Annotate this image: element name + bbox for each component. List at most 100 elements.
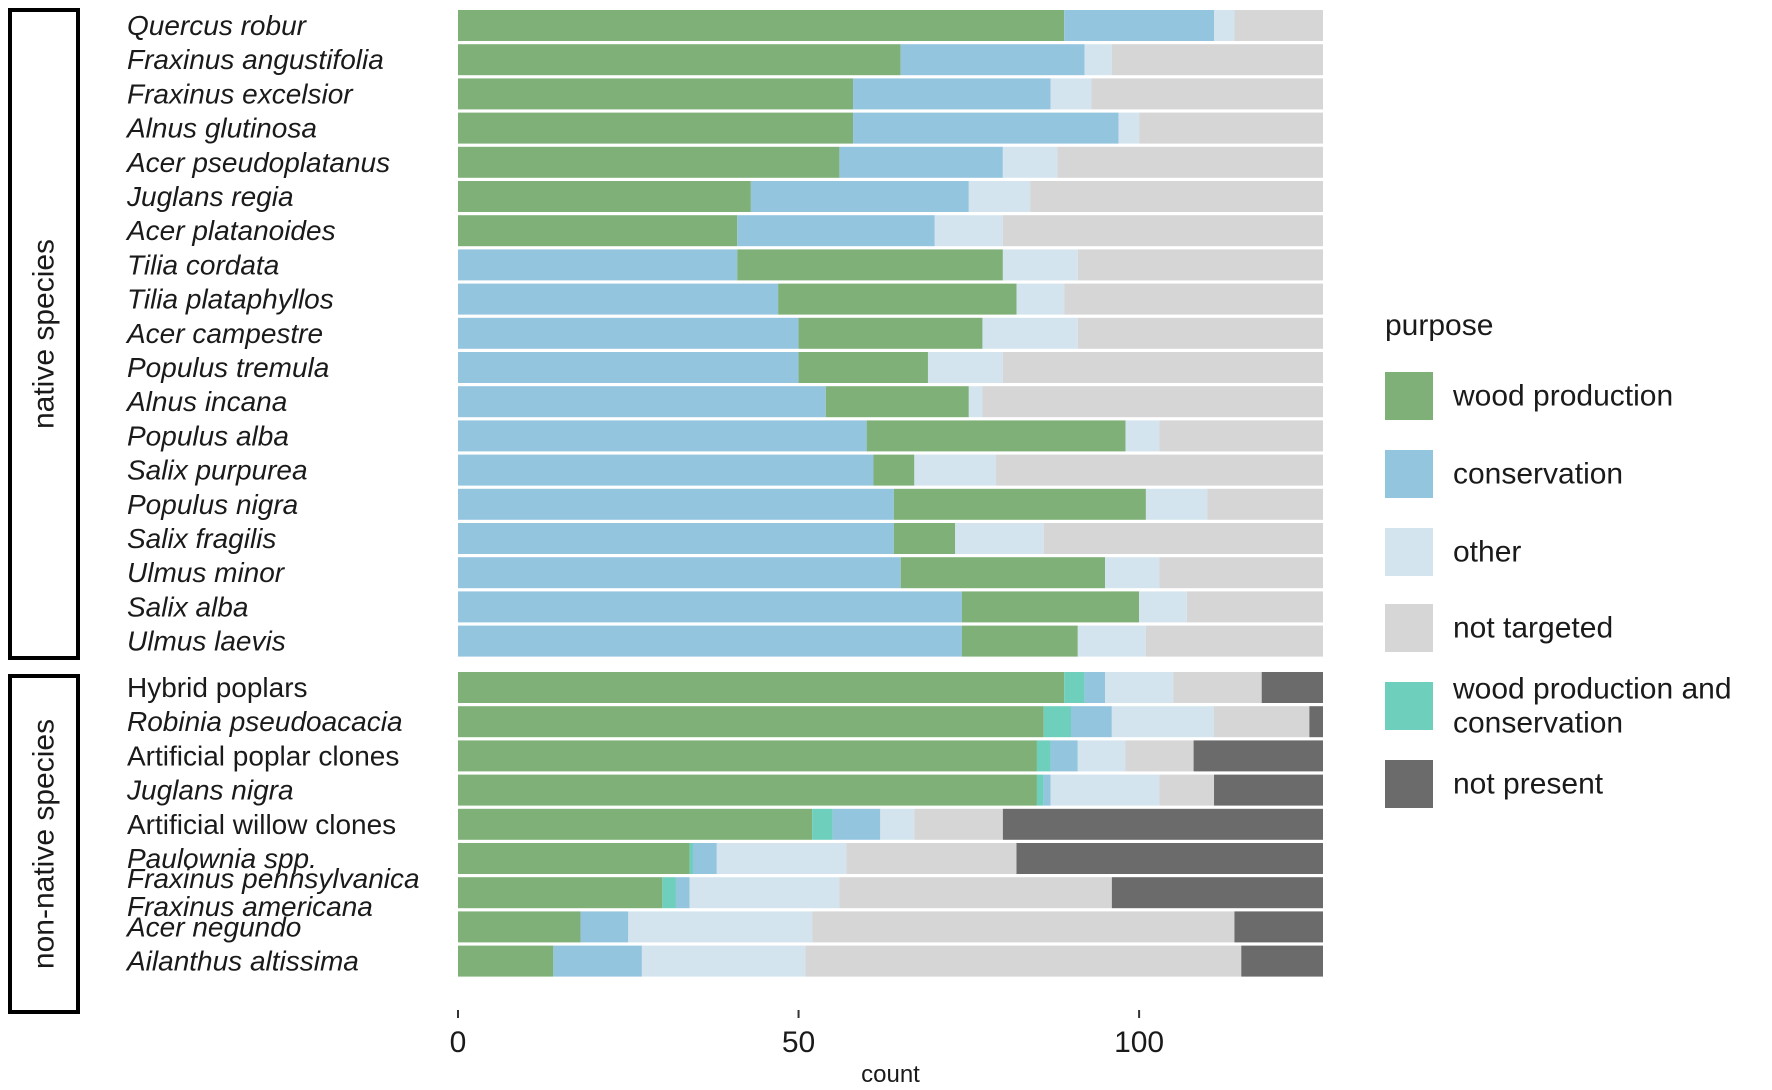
bar-segment-other: [1050, 774, 1160, 806]
bar-segment-cons: [458, 454, 874, 486]
bar-segment-wood: [458, 877, 663, 909]
bar-segment-wood: [458, 945, 554, 977]
bar-segment-other: [1002, 249, 1078, 281]
legend-label-np: not present: [1453, 768, 1604, 801]
bar-segment-cons: [458, 352, 799, 383]
species-label: Fraxinus pennsylvanica: [127, 863, 420, 894]
bar-segment-nt: [1173, 672, 1262, 703]
bar-segment-wpc: [689, 843, 693, 874]
species-label: Paulownia spp.: [127, 843, 317, 874]
bar-segment-cons: [458, 317, 799, 349]
legend-label-other: other: [1453, 536, 1521, 569]
x-axis: 0 50 100 count: [450, 1010, 1164, 1088]
bar-segment-cons: [458, 420, 867, 452]
bar-segment-nt: [1214, 706, 1310, 738]
species-label: Fraxinus angustifolia: [127, 44, 384, 75]
x-tick-label: 50: [782, 1026, 815, 1059]
species-label: Populus alba: [127, 420, 289, 451]
bar-segment-nt: [812, 911, 1235, 943]
bar-segment-other: [1050, 78, 1092, 110]
bar-segment-wood: [866, 420, 1126, 452]
bar-segment-other: [927, 352, 1003, 383]
x-tick-label: 0: [450, 1026, 467, 1059]
bar-segment-wood: [737, 249, 1003, 281]
bar-segment-other: [1077, 740, 1126, 772]
species-label: Robinia pseudoacacia: [127, 706, 403, 737]
bar-segment-nt: [1077, 249, 1323, 281]
bar-segment-other: [914, 454, 997, 486]
bar-segment-other: [641, 945, 806, 977]
bar-segment-nt: [1043, 523, 1323, 554]
bar-segment-np: [1234, 911, 1323, 943]
bar-segment-wood: [458, 706, 1044, 738]
bar-segment-cons: [900, 44, 1085, 76]
bar-segment-wpc: [812, 808, 833, 840]
bar-segment-wpc: [1064, 672, 1085, 703]
bar-segment-cons: [1064, 10, 1215, 41]
legend: purpose wood production conservation other n…: [1385, 309, 1732, 808]
species-label: Salix purpurea: [127, 455, 308, 486]
species-label: Alnus incana: [125, 386, 287, 417]
bar-segment-other: [1111, 706, 1215, 738]
bar-segment-wood: [778, 283, 1017, 315]
bar-segment-cons: [458, 283, 779, 315]
bar-segment-other: [1105, 557, 1160, 589]
legend-swatch-wood: [1385, 372, 1433, 420]
bar-segment-nt: [1002, 352, 1323, 383]
bar-segment-cons: [458, 523, 894, 554]
bar-segment-cons: [458, 557, 901, 589]
bar-segment-cons: [1043, 774, 1051, 806]
bar-segment-cons: [458, 591, 963, 623]
bar-segment-nt: [805, 945, 1242, 977]
species-label: Quercus robur: [127, 10, 308, 41]
bar-segment-other: [1118, 112, 1140, 144]
bar-segment-other: [955, 523, 1044, 554]
bar-segment-cons: [750, 181, 969, 212]
species-label: Artificial willow clones: [127, 809, 396, 840]
bar-segment-wood: [458, 215, 738, 247]
bar-segment-wood: [873, 454, 915, 486]
legend-swatch-np: [1385, 760, 1433, 808]
bar-segment-other: [880, 808, 915, 840]
bar-segment-other: [1105, 672, 1174, 703]
bar-segment-nt: [1111, 44, 1323, 76]
species-label: Ulmus minor: [127, 557, 286, 588]
legend-title: purpose: [1385, 309, 1493, 342]
species-label: Fraxinus excelsior: [127, 78, 354, 109]
bar-segment-nt: [1145, 625, 1323, 657]
legend-label-wpc: wood production and: [1452, 673, 1732, 706]
bar-segment-wood: [458, 672, 1065, 703]
bar-segment-wood: [458, 112, 854, 144]
bar-segment-wood: [825, 386, 969, 418]
bar-segment-other: [934, 215, 1003, 247]
bar-segment-cons: [839, 146, 1003, 178]
species-label: Populus tremula: [127, 352, 329, 383]
bar-segment-other: [1077, 625, 1146, 657]
bar-segment-nt: [1234, 10, 1323, 41]
bar-segment-np: [1016, 843, 1323, 874]
bar-segment-other: [1125, 420, 1160, 452]
legend-label-wood: wood production: [1452, 380, 1673, 413]
bar-segment-cons: [458, 625, 963, 657]
bar-segment-wood: [798, 352, 928, 383]
species-label: Alnus glutinosa: [125, 113, 317, 144]
bars-layer: [458, 10, 1323, 977]
bar-segment-nt: [1057, 146, 1323, 178]
bar-segment-cons: [692, 843, 717, 874]
x-axis-title: count: [861, 1061, 920, 1088]
bar-segment-other: [1214, 10, 1235, 41]
bar-segment-other: [982, 317, 1078, 349]
bar-segment-wood: [458, 808, 813, 840]
bar-segment-wood: [458, 911, 581, 943]
species-label: Acer platanoides: [125, 215, 336, 246]
bar-segment-cons: [1050, 740, 1078, 772]
species-label: Acer campestre: [125, 318, 323, 349]
bar-segment-nt: [1159, 774, 1215, 806]
group-panel-box: [8, 8, 80, 660]
bar-segment-np: [1241, 945, 1323, 977]
bar-segment-cons: [853, 78, 1051, 110]
bar-segment-other: [1002, 146, 1058, 178]
legend-label-nt: not targeted: [1453, 612, 1613, 645]
group-title: non-native species: [28, 719, 61, 969]
bar-segment-cons: [737, 215, 935, 247]
